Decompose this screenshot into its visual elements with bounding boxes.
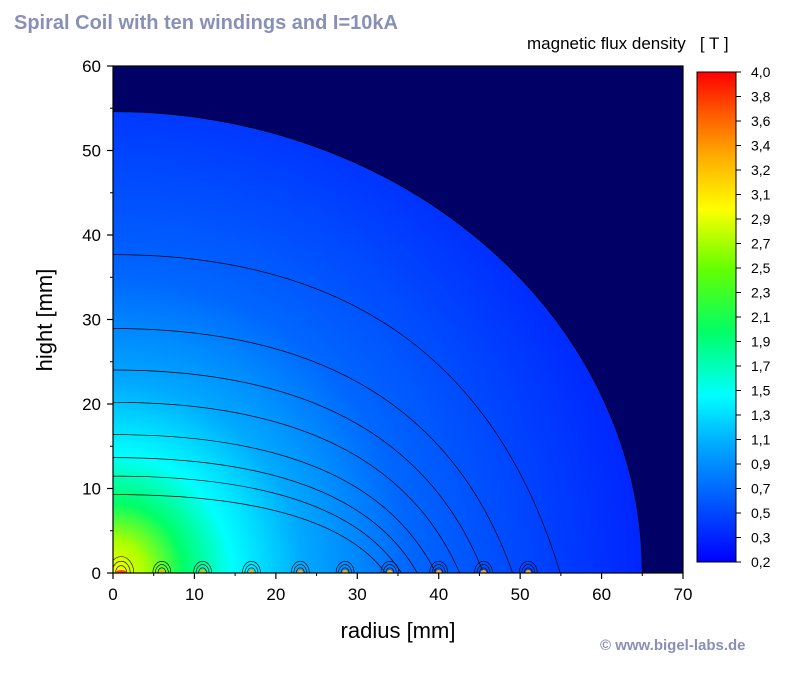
colorbar-gradient <box>696 71 737 563</box>
y-tick-label: 0 <box>92 564 101 583</box>
colorbar-title: magnetic flux density [ T ] <box>527 34 729 53</box>
colorbar-tick-label: 2,3 <box>751 285 771 301</box>
colorbar-tick-label: 2,1 <box>751 309 771 325</box>
colorbar-tick-label: 0,2 <box>751 554 771 570</box>
x-axis: 0 10 20 30 40 50 60 70 <box>108 573 692 604</box>
contour-line <box>113 475 402 573</box>
winding-core <box>480 570 487 573</box>
x-tick-label: 30 <box>348 585 367 604</box>
colorbar-tick-label: 0,9 <box>751 456 771 472</box>
y-tick-label: 60 <box>82 57 101 76</box>
colorbar-tick-label: 3,2 <box>751 162 771 178</box>
contour-line <box>113 457 418 573</box>
contour-line <box>113 434 437 573</box>
y-tick-label: 30 <box>82 311 101 330</box>
x-tick-label: 10 <box>185 585 204 604</box>
colorbar-tick-label: 2,9 <box>751 211 771 227</box>
y-tick-label: 40 <box>82 226 101 245</box>
contour-line <box>113 494 386 573</box>
contour-line <box>113 328 513 573</box>
field-region <box>113 111 643 573</box>
y-axis-label: hight [mm] <box>32 269 57 372</box>
contour-line <box>113 254 561 573</box>
field-region-fill <box>113 111 643 573</box>
x-tick-label: 70 <box>674 585 693 604</box>
chart-title: Spiral Coil with ten windings and I=10kA <box>14 12 398 34</box>
x-tick-label: 0 <box>108 585 117 604</box>
x-tick-label: 40 <box>429 585 448 604</box>
winding-core <box>525 570 532 573</box>
colorbar-tick-label: 4,0 <box>751 64 771 80</box>
contour-line <box>113 369 484 573</box>
winding-core <box>435 570 442 573</box>
colorbar-tick-label: 3,1 <box>751 187 771 203</box>
colorbar-tick-label: 2,5 <box>751 260 771 276</box>
colorbar-tick-label: 0,3 <box>751 530 771 546</box>
colorbar-tick-label: 3,8 <box>751 89 771 105</box>
credit-text: © www.bigel-labs.de <box>600 637 746 654</box>
field-boundary <box>113 111 643 573</box>
x-tick-label: 60 <box>592 585 611 604</box>
colorbar-tick-label: 1,3 <box>751 407 771 423</box>
y-tick-label: 20 <box>82 395 101 414</box>
colorbar-tick-label: 1,9 <box>751 334 771 350</box>
contour-line <box>113 401 461 573</box>
colorbar-tick-label: 1,7 <box>751 358 771 374</box>
winding-core <box>115 570 128 573</box>
winding-core <box>248 570 255 573</box>
y-tick-label: 10 <box>82 480 101 499</box>
winding-core <box>342 570 349 573</box>
colorbar-tick-label: 0,5 <box>751 505 771 521</box>
winding-core <box>297 570 304 573</box>
colorbar-tick-label: 1,1 <box>751 432 771 448</box>
colorbar-ticks: 0,2 0,3 0,5 0,7 0,9 1,1 1,3 1,5 1,7 1,9 2,1 2,3 2,5 2… <box>736 64 771 570</box>
colorbar-tick-label: 3,4 <box>751 138 771 154</box>
winding-core <box>199 570 206 573</box>
y-axis: 0 10 20 30 40 50 60 <box>82 57 113 583</box>
colorbar: 0,2 0,3 0,5 0,7 0,9 1,1 1,3 1,5 1,7 1,9 2,1 2,3 2,5 2… <box>696 64 771 570</box>
x-axis-label: radius [mm] <box>341 618 456 643</box>
plot-area <box>112 65 684 574</box>
colorbar-tick-label: 3,6 <box>751 113 771 129</box>
x-tick-label: 50 <box>511 585 530 604</box>
y-tick-label: 50 <box>82 142 101 161</box>
colorbar-tick-label: 2,7 <box>751 236 771 252</box>
colorbar-tick-label: 0,7 <box>751 481 771 497</box>
x-tick-label: 20 <box>266 585 285 604</box>
winding-core <box>386 570 393 573</box>
winding-core <box>158 570 165 573</box>
colorbar-tick-label: 1,5 <box>751 383 771 399</box>
